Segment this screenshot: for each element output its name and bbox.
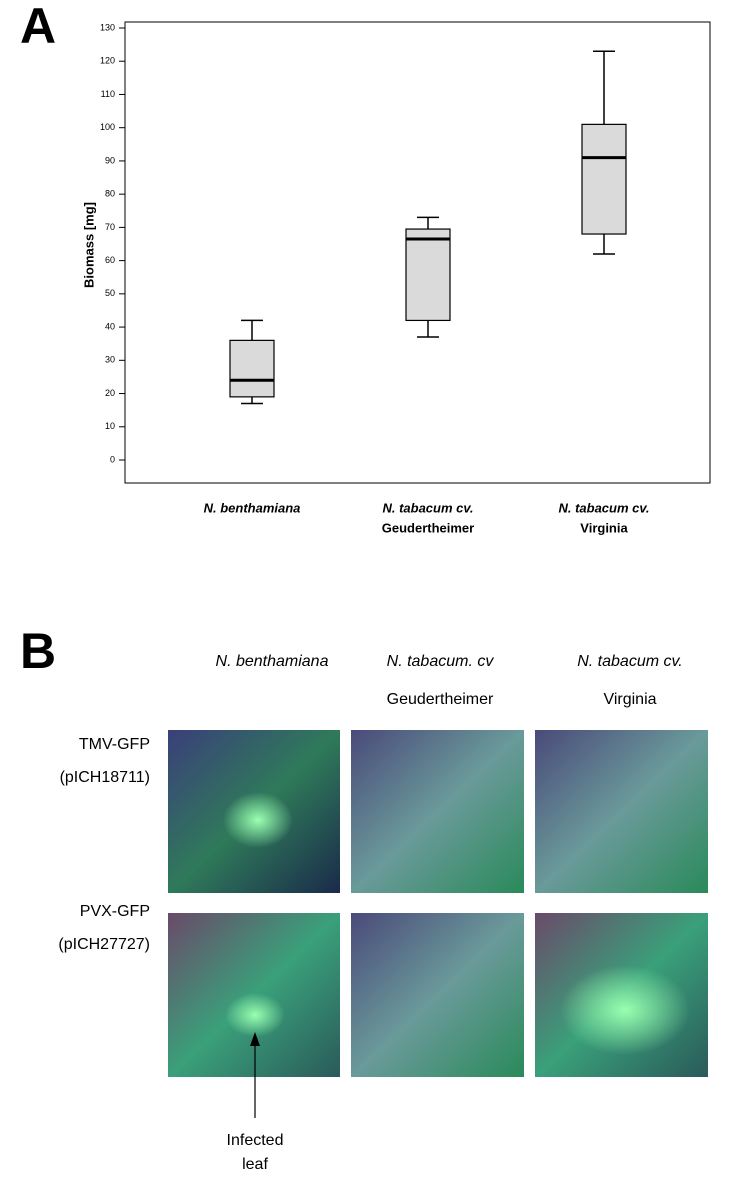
photos [168,730,708,1077]
x-tick-label: N. tabacum cv. [382,500,473,515]
panel-label: A [20,0,56,54]
column-header: N. tabacum cv. [577,653,683,670]
y-tick-label: 90 [105,155,115,165]
annotation: Infected [227,1132,284,1149]
photo-glow [560,965,690,1055]
row-label: (pICH18711) [60,769,150,786]
panel-label: B [20,623,56,679]
y-tick-label: 20 [105,388,115,398]
x-tick-label: Virginia [580,520,628,535]
column-header: Virginia [603,691,656,708]
annotation: leaf [242,1156,268,1173]
arrow-head [250,1032,260,1046]
y-tick-label: 130 [100,22,115,32]
y-tick-label: 80 [105,189,115,199]
row-label: (pICH27727) [58,936,150,953]
y-tick-label: 10 [105,421,115,431]
photo [351,730,524,893]
x-tick-label: N. tabacum cv. [558,500,649,515]
y-tick-label: 120 [100,56,115,66]
photo [535,730,708,893]
photo-glow [223,792,293,848]
y-tick-label: 100 [100,122,115,132]
y-axis-label: Biomass [mg] [81,202,96,288]
column-header: N. tabacum. cv [387,653,495,670]
photo-glow [225,993,285,1037]
y-tick-label: 40 [105,321,115,331]
x-tick-label: Geudertheimer [382,520,474,535]
box [581,123,627,235]
photo [351,913,524,1077]
y-tick-label: 70 [105,222,115,232]
x-tick-label: N. benthamiana [204,500,301,515]
row-label: PVX-GFP [80,903,150,920]
y-tick-label: 0 [110,454,115,464]
box [229,339,275,398]
y-tick-label: 60 [105,255,115,265]
y-tick-label: 110 [101,89,115,99]
row-label: TMV-GFP [79,736,150,753]
y-tick-label: 30 [105,355,115,365]
y-tick-label: 50 [105,288,115,298]
column-header: Geudertheimer [387,691,494,708]
box [405,228,451,322]
column-header: N. benthamiana [216,653,329,670]
